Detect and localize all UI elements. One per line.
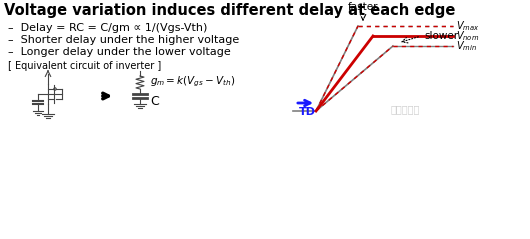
Text: $g_m = k(V_{gs}-V_{th})$: $g_m = k(V_{gs}-V_{th})$ — [150, 75, 235, 89]
Text: 面包板社区: 面包板社区 — [390, 104, 420, 114]
Text: –  Delay = RC = C/gm ∝ 1/(Vgs-Vth): – Delay = RC = C/gm ∝ 1/(Vgs-Vth) — [8, 23, 207, 33]
Text: $V_{min}$: $V_{min}$ — [456, 39, 477, 53]
Text: C: C — [150, 94, 159, 108]
Text: faster: faster — [348, 2, 378, 12]
Text: $V_{max}$: $V_{max}$ — [456, 19, 480, 33]
Text: slower: slower — [424, 31, 458, 41]
Text: Voltage variation induces different delay at each edge: Voltage variation induces different dela… — [4, 3, 455, 18]
Text: –  Longer delay under the lower voltage: – Longer delay under the lower voltage — [8, 47, 231, 57]
Text: $V_{nom}$: $V_{nom}$ — [456, 29, 479, 43]
Text: TD: TD — [299, 107, 316, 117]
Text: –  Shorter delay under the higher voltage: – Shorter delay under the higher voltage — [8, 35, 239, 45]
Text: [ Equivalent circuit of inverter ]: [ Equivalent circuit of inverter ] — [8, 61, 161, 71]
